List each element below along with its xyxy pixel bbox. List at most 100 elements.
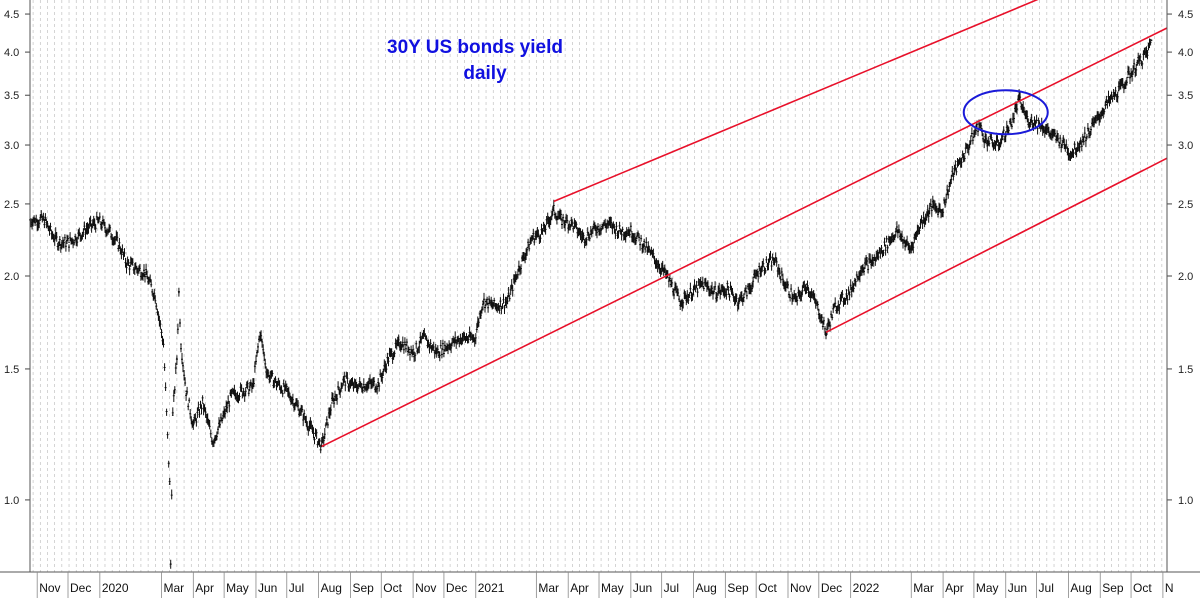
price-point xyxy=(221,419,223,421)
price-point xyxy=(952,172,955,174)
channel-line xyxy=(825,157,1168,334)
price-point xyxy=(259,331,261,334)
price-point xyxy=(553,209,555,212)
price-point xyxy=(679,300,681,302)
price-point xyxy=(125,262,128,265)
price-point xyxy=(399,341,402,343)
price-point xyxy=(748,288,750,290)
price-point xyxy=(805,283,808,285)
x-tick-label: Dec xyxy=(446,581,467,595)
price-point xyxy=(413,351,415,353)
price-point xyxy=(365,383,367,386)
price-point xyxy=(595,227,597,229)
price-point xyxy=(701,283,704,285)
price-point xyxy=(1127,76,1129,79)
x-tick-label: Aug xyxy=(321,581,342,595)
price-point xyxy=(848,291,851,294)
price-point xyxy=(435,351,438,353)
price-point xyxy=(212,440,214,442)
price-point xyxy=(168,483,171,485)
price-point xyxy=(1150,39,1153,42)
x-tick-label: Oct xyxy=(1133,581,1152,595)
price-point xyxy=(560,219,562,221)
x-tick-label: Apr xyxy=(570,581,589,595)
price-point xyxy=(618,230,621,232)
y-tick-label: 4.0 xyxy=(1178,47,1193,59)
price-point xyxy=(299,409,301,412)
price-point xyxy=(518,267,520,269)
x-tick-label: Nov xyxy=(415,581,436,595)
price-point xyxy=(50,232,53,235)
price-point xyxy=(98,220,100,222)
price-point xyxy=(795,300,798,302)
y-tick-label: 1.0 xyxy=(1178,495,1193,507)
y-tick-label: 2.5 xyxy=(1178,199,1193,211)
x-tick-label: Dec xyxy=(70,581,91,595)
price-point xyxy=(494,305,497,308)
chart-title: 30Y US bonds yield xyxy=(387,37,563,58)
y-tick-label: 3.5 xyxy=(4,90,19,102)
x-tick-label: Jun xyxy=(258,581,277,595)
price-point xyxy=(1081,138,1084,141)
price-point xyxy=(78,234,81,236)
price-point xyxy=(726,288,729,290)
price-point xyxy=(86,227,89,229)
x-tick-label: Sep xyxy=(727,581,749,595)
price-point xyxy=(178,291,180,294)
price-point xyxy=(473,337,476,339)
chart-subtitle: daily xyxy=(463,63,507,84)
x-tick-label: Mar xyxy=(913,581,934,595)
price-point xyxy=(654,259,657,262)
price-point xyxy=(343,379,346,381)
price-point xyxy=(506,300,509,302)
price-point xyxy=(884,244,887,247)
x-tick-label: Jun xyxy=(633,581,652,595)
price-point xyxy=(1146,51,1149,53)
price-point xyxy=(252,385,254,388)
price-point xyxy=(909,248,912,251)
price-point xyxy=(144,271,146,274)
price-point xyxy=(919,223,922,225)
y-tick-label: 3.0 xyxy=(1178,140,1193,152)
price-point xyxy=(896,230,898,232)
x-tick-label: Mar xyxy=(163,581,184,595)
price-point xyxy=(773,259,776,262)
price-point xyxy=(582,237,585,239)
y-tick-label: 3.0 xyxy=(4,140,19,152)
price-point xyxy=(162,343,165,345)
x-tick-label: Jul xyxy=(289,581,304,595)
x-tick-label: Apr xyxy=(945,581,964,595)
x-tick-label: Apr xyxy=(195,581,214,595)
price-point xyxy=(1136,63,1139,66)
x-tick-label: Mar xyxy=(538,581,559,595)
price-point xyxy=(192,424,195,427)
price-point xyxy=(449,343,451,345)
y-tick-label: 2.0 xyxy=(1178,271,1193,283)
x-tick-label: Sep xyxy=(1102,581,1124,595)
price-point xyxy=(422,337,425,339)
y-tick-label: 4.5 xyxy=(1178,9,1193,21)
price-point xyxy=(460,337,463,339)
y-axis-left: 1.0 1.5 2.0 2.5 3.0 3.5 4.0 4.5 xyxy=(4,9,30,507)
price-point xyxy=(715,291,717,294)
x-axis-band xyxy=(0,573,1200,598)
price-point xyxy=(1093,123,1095,125)
channel-line xyxy=(321,27,1168,448)
x-tick-label: Oct xyxy=(758,581,777,595)
price-point xyxy=(180,343,182,345)
price-point xyxy=(240,390,243,393)
price-point xyxy=(57,241,60,244)
x-tick-label: 2022 xyxy=(853,581,880,595)
y-tick-label: 1.5 xyxy=(4,364,19,376)
trend-channel xyxy=(321,0,1168,448)
x-tick-label: 2020 xyxy=(102,581,129,595)
price-point xyxy=(607,223,610,225)
price-point xyxy=(571,223,574,225)
price-point xyxy=(531,237,534,239)
price-point xyxy=(930,205,933,208)
channel-line xyxy=(553,0,1039,203)
